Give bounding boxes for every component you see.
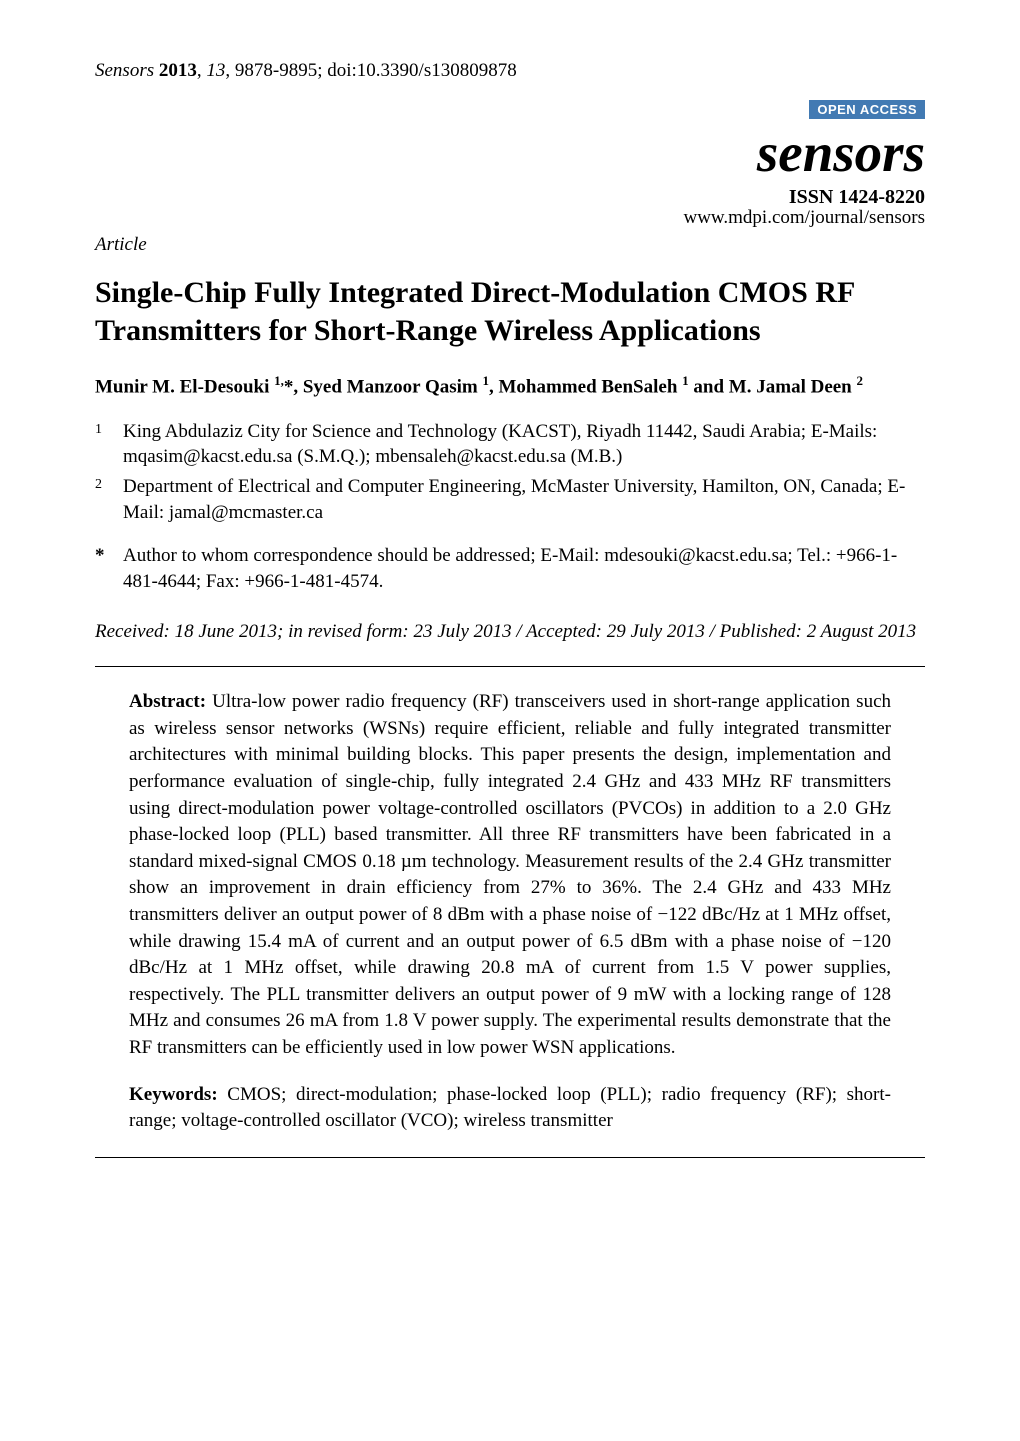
affiliation-text: King Abdulaziz City for Science and Tech…	[123, 419, 925, 470]
corresponding-author: * Author to whom correspondence should b…	[95, 543, 925, 594]
keywords-text: CMOS; direct-modulation; phase-locked lo…	[129, 1084, 891, 1132]
author-list: Munir M. El-Desouki 1,*, Syed Manzoor Qa…	[95, 373, 925, 398]
journal-logo: sensors	[95, 123, 925, 184]
volume: 13	[206, 60, 225, 81]
corresponding-text: Author to whom correspondence should be …	[123, 543, 925, 594]
affiliation-number: 2	[95, 474, 123, 525]
open-access-badge: OPEN ACCESS	[809, 100, 925, 119]
corresponding-marker: *	[95, 543, 123, 594]
year: 2013	[159, 60, 197, 81]
keywords: Keywords: CMOS; direct-modulation; phase…	[95, 1082, 925, 1135]
issn: ISSN 1424-8220	[95, 186, 925, 208]
abstract: Abstract: Ultra-low power radio frequenc…	[95, 689, 925, 1061]
article-type-label: Article	[95, 234, 925, 256]
doi: doi:10.3390/s130809878	[327, 60, 516, 81]
affiliations: 1 King Abdulaziz City for Science and Te…	[95, 419, 925, 526]
running-head: Sensors 2013, 13, 9878-9895; doi:10.3390…	[95, 60, 925, 82]
keywords-label: Keywords:	[129, 1084, 218, 1105]
top-rule	[95, 666, 925, 667]
bottom-rule	[95, 1157, 925, 1158]
abstract-text: Ultra-low power radio frequency (RF) tra…	[129, 691, 891, 1058]
journal-name: Sensors	[95, 60, 154, 81]
journal-url: www.mdpi.com/journal/sensors	[95, 208, 925, 229]
affiliation-number: 1	[95, 419, 123, 470]
page-range: 9878-9895	[235, 60, 317, 81]
article-history: Received: 18 June 2013; in revised form:…	[95, 619, 925, 645]
affiliation: 1 King Abdulaziz City for Science and Te…	[95, 419, 925, 470]
affiliation: 2 Department of Electrical and Computer …	[95, 474, 925, 525]
article-title: Single-Chip Fully Integrated Direct-Modu…	[95, 274, 925, 349]
abstract-label: Abstract:	[129, 691, 206, 712]
affiliation-text: Department of Electrical and Computer En…	[123, 474, 925, 525]
